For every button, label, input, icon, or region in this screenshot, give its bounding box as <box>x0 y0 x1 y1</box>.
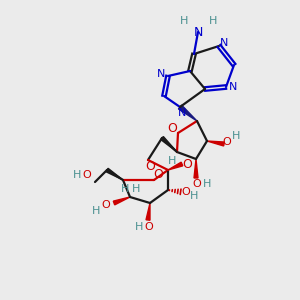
Text: N: N <box>193 26 203 38</box>
Polygon shape <box>207 141 224 146</box>
Text: H: H <box>73 170 81 180</box>
Text: N: N <box>178 108 186 118</box>
Polygon shape <box>160 136 177 152</box>
Text: H: H <box>135 222 143 232</box>
Text: O: O <box>193 179 201 189</box>
Text: H: H <box>190 191 198 201</box>
Text: H: H <box>209 16 217 26</box>
Text: O: O <box>145 160 155 172</box>
Polygon shape <box>178 105 197 121</box>
Polygon shape <box>194 159 198 178</box>
Text: O: O <box>182 187 190 197</box>
Polygon shape <box>168 162 183 170</box>
Text: O: O <box>223 137 231 147</box>
Text: O: O <box>102 200 110 210</box>
Polygon shape <box>113 197 130 205</box>
Text: N: N <box>157 69 165 79</box>
Text: O: O <box>153 167 163 181</box>
Text: O: O <box>182 158 192 170</box>
Text: H: H <box>121 184 129 194</box>
Text: N: N <box>220 38 228 48</box>
Text: O: O <box>145 222 153 232</box>
Text: O: O <box>167 122 177 134</box>
Polygon shape <box>106 168 123 180</box>
Text: N: N <box>229 82 237 92</box>
Text: H: H <box>168 156 176 166</box>
Text: H: H <box>92 206 100 216</box>
Text: H: H <box>203 179 211 189</box>
Text: H: H <box>232 131 240 141</box>
Text: O: O <box>82 170 91 180</box>
Text: H: H <box>180 16 188 26</box>
Text: H: H <box>132 184 140 194</box>
Polygon shape <box>146 203 150 220</box>
